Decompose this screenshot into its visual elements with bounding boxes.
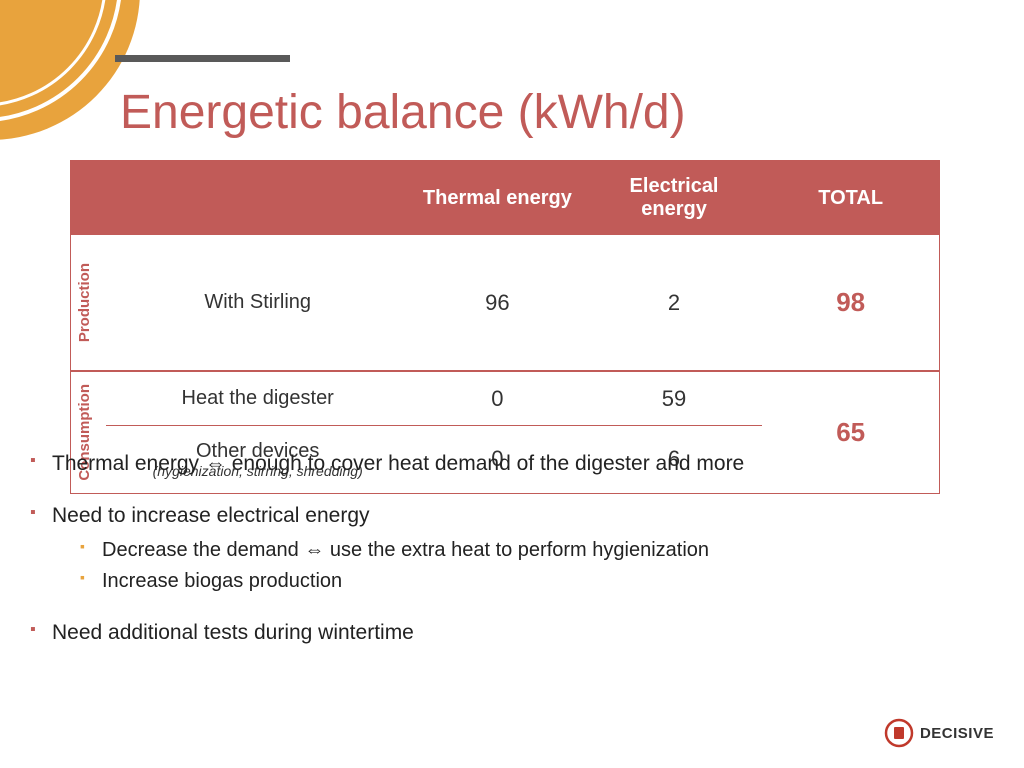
row-label-heat-digester: Heat the digester bbox=[106, 371, 409, 425]
logo-text: DECISIVE bbox=[920, 725, 994, 742]
title-accent-bar bbox=[115, 55, 290, 62]
cell-thermal: 0 bbox=[409, 371, 586, 425]
bullet-item: Need to increase electrical energy Decre… bbox=[30, 502, 994, 594]
logo: DECISIVE bbox=[884, 718, 994, 748]
cell-electrical: 2 bbox=[586, 235, 763, 371]
col-total: TOTAL bbox=[762, 161, 939, 235]
table-row-consumption-1: Consumption Heat the digester 0 59 65 bbox=[71, 371, 939, 425]
col-electrical: Electrical energy bbox=[586, 161, 763, 235]
sub-bullet-item: Decrease the demand ⇔ use the extra heat… bbox=[80, 537, 994, 564]
energy-table: Thermal energy Electrical energy TOTAL P… bbox=[70, 160, 940, 494]
sub-bullet-item: Increase biogas production bbox=[80, 568, 994, 595]
bullet-item: Thermal energy ⇔ enough to cover heat de… bbox=[30, 450, 994, 478]
cell-thermal: 96 bbox=[409, 235, 586, 371]
cell-total-production: 98 bbox=[762, 235, 939, 371]
table-header-row: Thermal energy Electrical energy TOTAL bbox=[71, 161, 939, 235]
bullet-list: Thermal energy ⇔ enough to cover heat de… bbox=[30, 450, 994, 671]
logo-icon bbox=[884, 718, 914, 748]
slide-title: Energetic balance (kWh/d) bbox=[120, 85, 686, 140]
bullet-item: Need additional tests during wintertime bbox=[30, 619, 994, 647]
row-label-stirling: With Stirling bbox=[106, 235, 409, 371]
col-thermal: Thermal energy bbox=[409, 161, 586, 235]
cell-electrical: 59 bbox=[586, 371, 763, 425]
table-row-production: Production With Stirling 96 2 98 bbox=[71, 235, 939, 371]
section-label-production: Production bbox=[71, 263, 98, 342]
